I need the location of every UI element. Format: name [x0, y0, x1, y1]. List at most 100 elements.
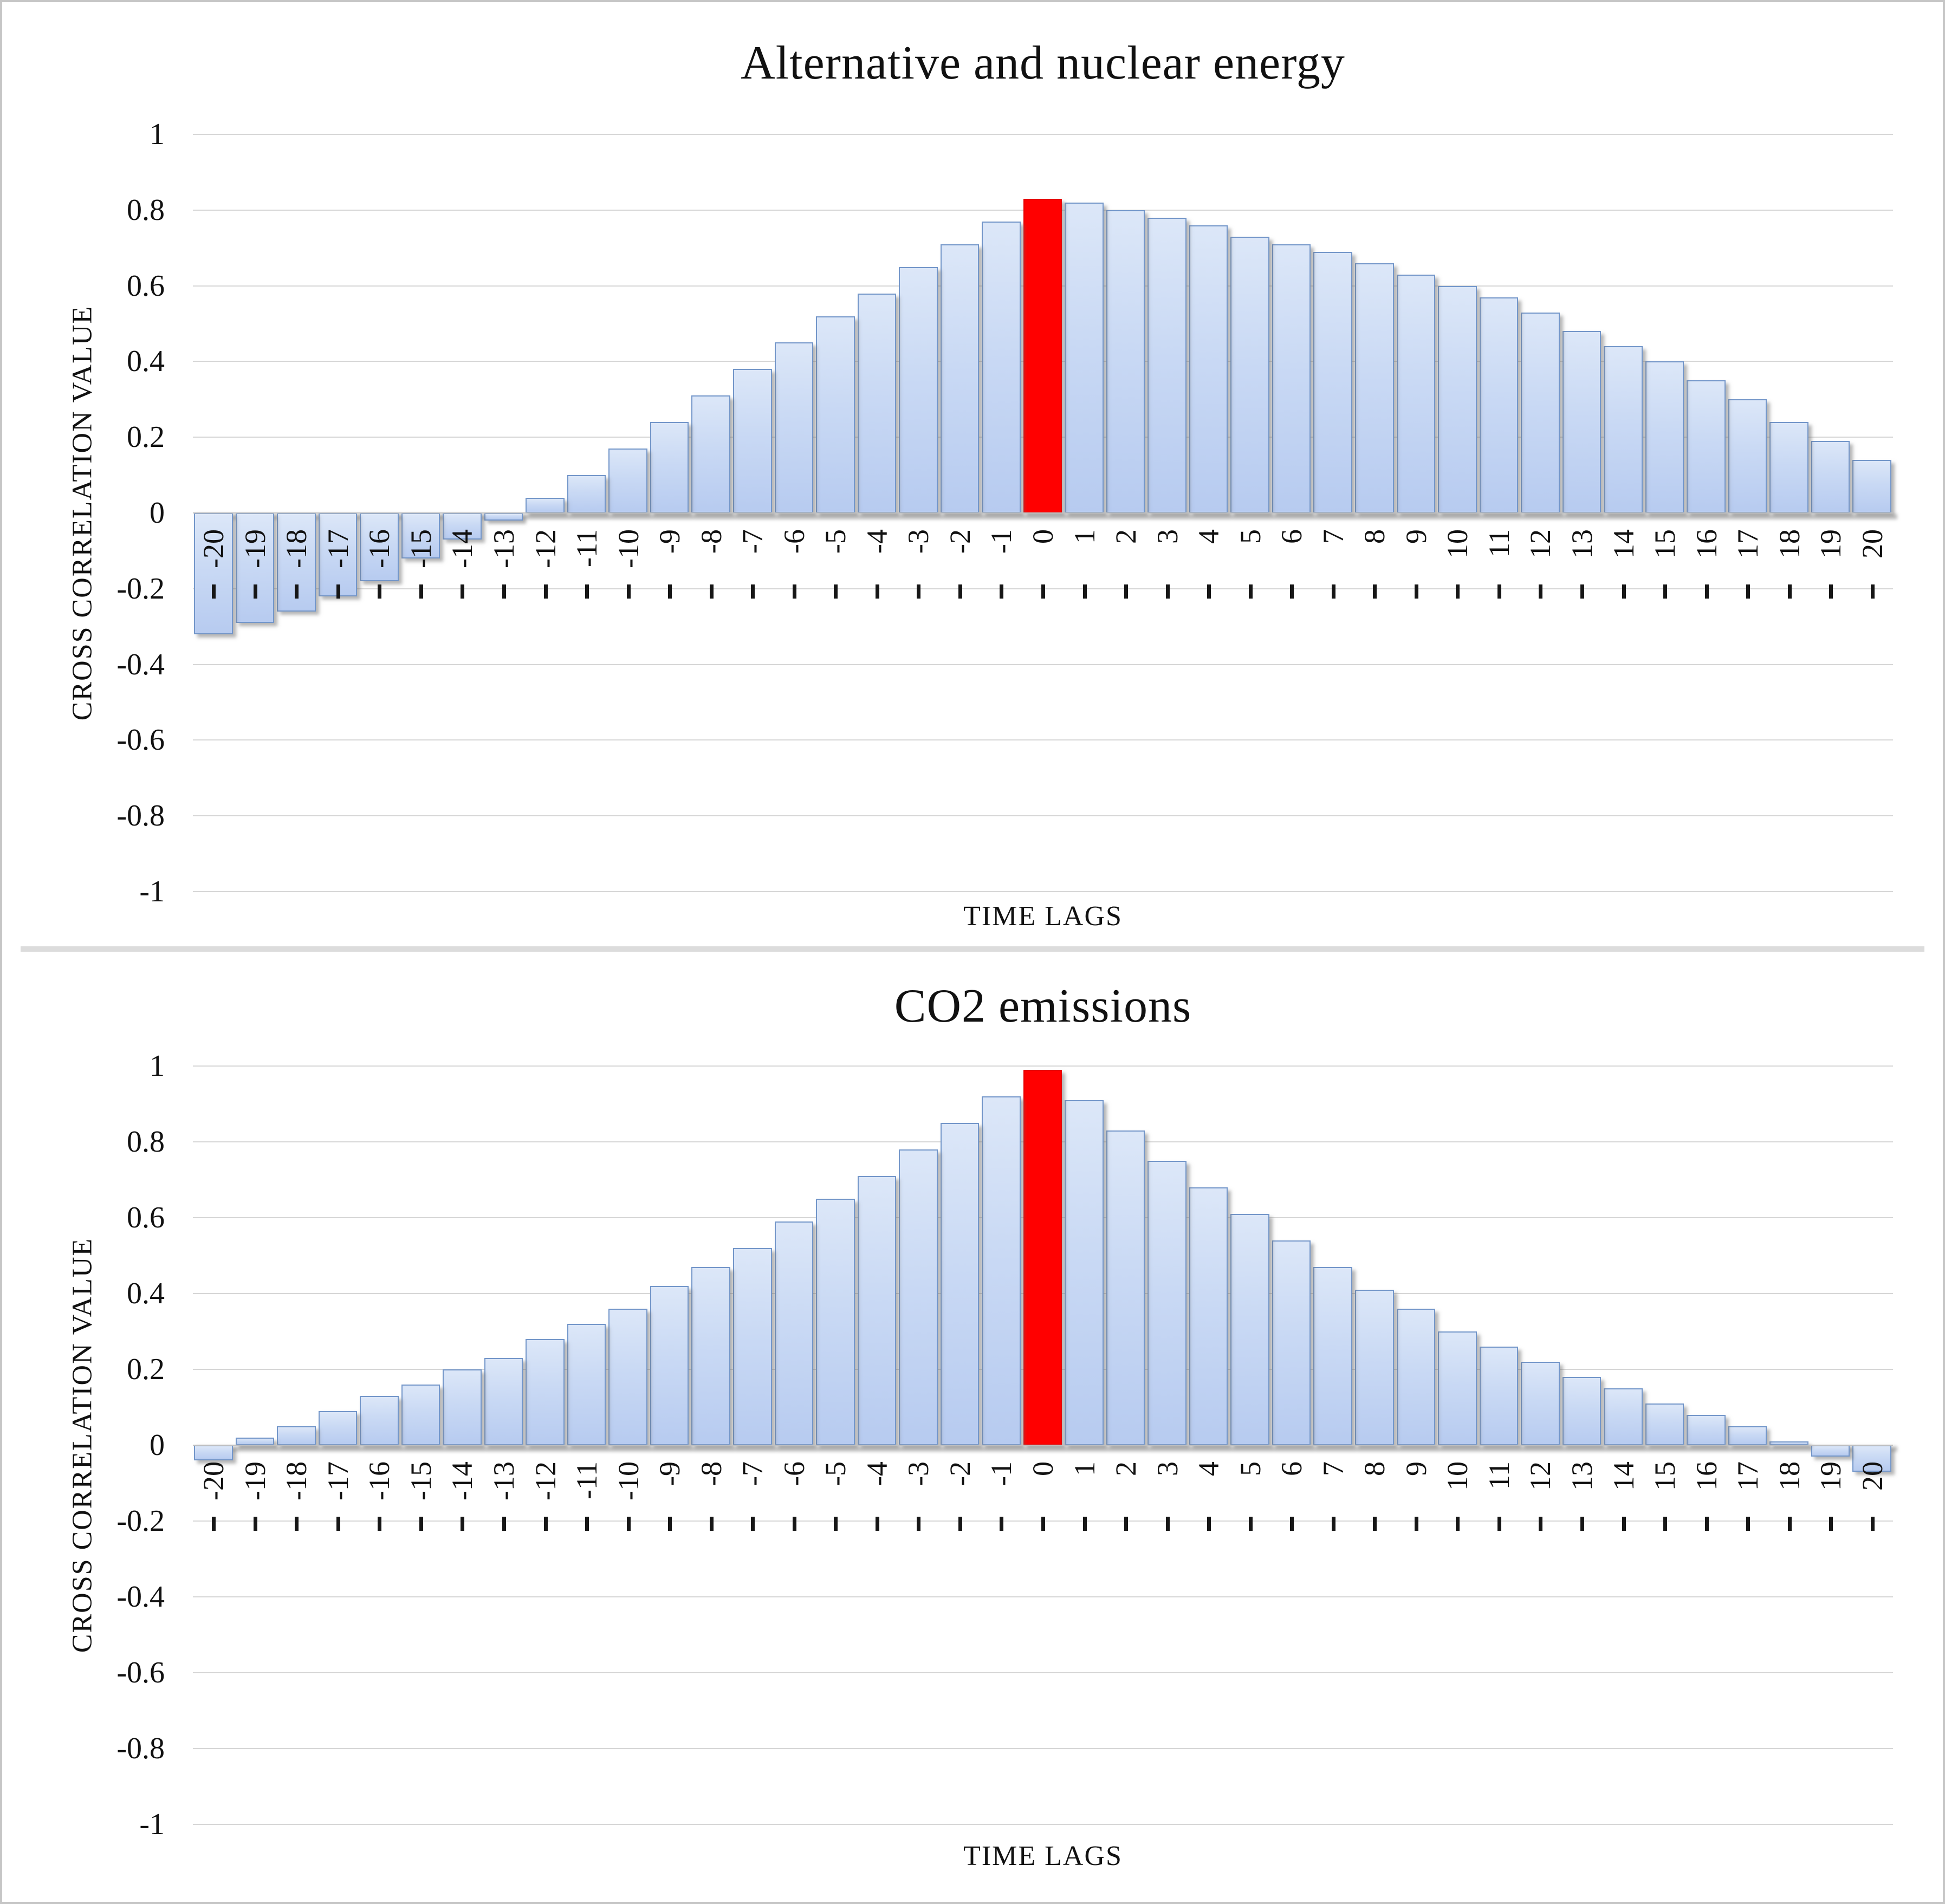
x-tick-mark — [1165, 1517, 1170, 1531]
zero-axis-line — [193, 1445, 1893, 1446]
y-tick-label: 0.4 — [127, 345, 165, 379]
x-tick-mark — [1497, 1517, 1501, 1531]
y-tick-label: -0.2 — [116, 571, 165, 606]
bar-lag--20 — [194, 1445, 233, 1460]
x-tick-mark — [253, 584, 257, 599]
x-tick-mark — [336, 584, 340, 599]
y-tick-label: 0.2 — [127, 420, 165, 454]
x-tick-mark — [1373, 1517, 1377, 1531]
x-tick-mark — [668, 584, 672, 599]
bar-lag-16 — [1687, 380, 1726, 513]
x-tick-mark — [212, 1517, 216, 1531]
bar-lag--15 — [401, 513, 440, 558]
bar-lag-13 — [1562, 331, 1602, 513]
bar-lag-11 — [1479, 1347, 1519, 1445]
bar-lag-7 — [1313, 1267, 1353, 1445]
bar-lag--4 — [857, 293, 897, 513]
bar-lag--18 — [277, 1426, 316, 1445]
bar-lag-20 — [1852, 460, 1891, 513]
bar-lag-12 — [1521, 1362, 1560, 1445]
bar-lag-3 — [1147, 1161, 1187, 1445]
chart-title: CO2 emissions — [894, 980, 1192, 1032]
y-tick-label: 0.6 — [127, 1201, 165, 1234]
bar-lag-20 — [1852, 1445, 1891, 1472]
bar-lag--16 — [360, 1396, 399, 1445]
bar-lag-12 — [1521, 312, 1560, 513]
x-tick-mark — [1870, 1517, 1875, 1531]
bar-lag--2 — [940, 1123, 980, 1445]
bar-lag-15 — [1645, 1403, 1684, 1445]
bar-lag-13 — [1562, 1377, 1602, 1445]
gridline — [193, 1824, 1893, 1825]
bar-lag--6 — [774, 1221, 814, 1445]
x-tick-mark — [1124, 1517, 1129, 1531]
x-tick-mark — [1580, 1517, 1584, 1531]
bar-lag--12 — [526, 1339, 565, 1445]
x-axis-title: TIME LAGS — [963, 901, 1123, 932]
bar-lag-10 — [1438, 285, 1477, 513]
x-tick-mark — [917, 1517, 921, 1531]
bar-lag--6 — [774, 342, 814, 513]
x-tick-mark — [419, 1517, 423, 1531]
y-tick-label: 0.8 — [127, 1125, 165, 1159]
bar-lag--4 — [857, 1176, 897, 1445]
x-tick-mark — [1622, 1517, 1626, 1531]
gridline — [193, 891, 1893, 892]
x-tick-mark — [1580, 584, 1584, 599]
x-tick-mark — [1456, 1517, 1460, 1531]
y-tick-label: 0 — [150, 496, 165, 530]
gridline — [193, 739, 1893, 741]
bar-lag--9 — [650, 1286, 689, 1445]
gridline — [193, 134, 1893, 135]
bar-lag-3 — [1147, 217, 1187, 513]
bar-lag--10 — [608, 1309, 647, 1445]
bar-lag--17 — [318, 1411, 358, 1445]
x-tick-mark — [1082, 584, 1087, 599]
bar-lag--7 — [732, 369, 772, 513]
y-tick-label: -0.8 — [116, 1732, 165, 1765]
bar-lag--8 — [691, 395, 730, 513]
y-tick-label: 0.2 — [127, 1353, 165, 1386]
bar-lag-17 — [1728, 399, 1767, 513]
x-tick-mark — [875, 584, 879, 599]
x-tick-mark — [585, 584, 589, 599]
bar-lag-8 — [1355, 1290, 1394, 1445]
bar-lag-7 — [1313, 251, 1353, 513]
x-tick-mark — [917, 584, 921, 599]
y-tick-label: -1 — [139, 1808, 165, 1841]
bar-lag--3 — [899, 1149, 938, 1445]
bar-lag-5 — [1230, 1214, 1269, 1445]
x-tick-mark — [1456, 584, 1460, 599]
x-tick-mark — [1000, 1517, 1004, 1531]
bar-lag-1 — [1065, 202, 1104, 513]
bar-lag-6 — [1272, 1240, 1311, 1445]
x-tick-mark — [1704, 584, 1709, 599]
bar-lag-8 — [1355, 263, 1394, 513]
x-tick-mark — [1331, 584, 1335, 599]
bar-lag-16 — [1687, 1415, 1726, 1445]
bar-lag--14 — [443, 1369, 482, 1445]
x-tick-mark — [751, 584, 755, 599]
bar-lag--13 — [484, 513, 523, 521]
bar-lag--20 — [194, 513, 233, 634]
x-tick-mark — [1787, 1517, 1792, 1531]
x-tick-mark — [1497, 584, 1501, 599]
x-tick-mark — [1207, 584, 1211, 599]
x-tick-mark — [378, 584, 382, 599]
x-tick-mark — [1000, 584, 1004, 599]
bar-lag-9 — [1396, 274, 1436, 513]
x-tick-mark — [1663, 1517, 1668, 1531]
x-tick-mark — [502, 584, 507, 599]
x-tick-mark — [1082, 1517, 1087, 1531]
x-tick-mark — [1663, 584, 1668, 599]
x-tick-mark — [1746, 584, 1751, 599]
x-tick-mark — [1290, 1517, 1294, 1531]
bar-lag--12 — [526, 498, 565, 513]
panel-divider — [21, 946, 1924, 952]
bar-lag--16 — [360, 513, 399, 581]
gridline — [193, 664, 1893, 665]
x-tick-mark — [626, 584, 631, 599]
bar-lag-4 — [1189, 1187, 1228, 1445]
highlight-bar-lag-0 — [1023, 198, 1062, 513]
